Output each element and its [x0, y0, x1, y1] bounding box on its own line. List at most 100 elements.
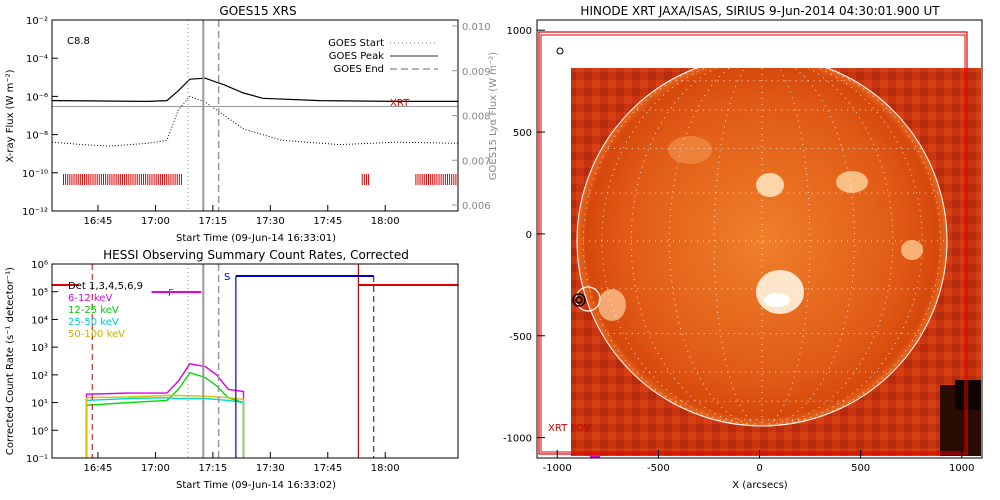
xrt-xlabel: X (arcsecs) — [732, 480, 788, 491]
hessi-xtick-label: 17:45 — [313, 463, 342, 474]
goes-long-channel-line — [51, 77, 458, 103]
legend-goes-peak: GOES Peak — [329, 51, 384, 62]
goes-panel: GOES15 XRS 10⁻¹² 10⁻¹⁰ 10⁻⁸ 10⁻⁶ 10⁻⁴ 10⁻² 0.0… — [5, 4, 499, 244]
hessi-xtick-label: 17:00 — [141, 463, 170, 474]
goes-ylabel: X-ray Flux (W m⁻²) — [5, 69, 16, 162]
sun-symbol-marker — [556, 47, 564, 55]
hessi-xtick-label: 16:45 — [84, 463, 113, 474]
legend-goes-end: GOES End — [334, 64, 384, 75]
goes-legend: GOES Start GOES Peak GOES End — [328, 38, 438, 75]
goes-ytick-label: 10⁻⁶ — [26, 92, 48, 103]
legend-25-50kev: 25-50 keV — [68, 317, 119, 328]
xrt-ytick-label: -500 — [509, 332, 532, 343]
xrt-fov-outline-outer — [538, 31, 968, 455]
goes-ytick-label: 10⁻² — [26, 16, 48, 27]
goes-ytick-label: 10⁻¹² — [22, 207, 48, 218]
xrt-curve-label: XRT — [390, 98, 410, 109]
hessi-curves — [85, 363, 245, 458]
flare-location-marker — [572, 286, 601, 312]
xrt-ticks: -1000 -500 0 500 1000 1000 500 0 -500 -1000 — [503, 26, 975, 474]
hessi-ytick-label: 10⁰ — [31, 426, 48, 437]
active-region-3-core — [764, 293, 790, 307]
goes-xtick-label: 17:15 — [198, 216, 227, 227]
xrt-ytick-label: 500 — [513, 128, 532, 139]
xrt-ytick-label: 1000 — [507, 26, 532, 37]
legend-50-100kev: 50-100 keV — [68, 329, 125, 340]
active-region-6 — [668, 136, 712, 164]
dark-corner-2 — [955, 380, 981, 410]
goes-ticks: 10⁻¹² 10⁻¹⁰ 10⁻⁸ 10⁻⁶ 10⁻⁴ 10⁻² 0.006 0.007 0.00… — [22, 16, 491, 227]
xrt-xtick-label: -1000 — [543, 463, 572, 474]
hessi-ytick-label: 10⁶ — [31, 260, 48, 271]
goes-xtick-label: 16:45 — [84, 216, 113, 227]
xrt-image-panel: HINODE XRT JAXA/ISAS, SIRIUS 9-Jun-2014 … — [503, 4, 983, 491]
goes-xtick-label: 17:30 — [256, 216, 285, 227]
active-region-1 — [756, 173, 784, 197]
longitude-gridline — [761, 68, 923, 426]
goes-ytick-label: 10⁻¹⁰ — [22, 169, 48, 180]
hessi-title: HESSI Observing Summary Count Rates, Cor… — [103, 248, 409, 262]
hessi-50-100kev-line — [85, 394, 245, 458]
goes-ytick-label: 10⁻⁸ — [26, 131, 48, 142]
goes-ytick-right-label: 0.010 — [462, 22, 491, 33]
goes-xtick-label: 18:00 — [371, 216, 400, 227]
flag-f-label: F — [168, 288, 174, 299]
goes-plot-frame — [51, 19, 459, 212]
legend-goes-start: GOES Start — [328, 38, 384, 49]
hessi-ytick-label: 10⁴ — [31, 315, 48, 326]
hessi-xtick-label: 18:00 — [371, 463, 400, 474]
hessi-xtick-label: 17:15 — [198, 463, 227, 474]
hessi-panel: HESSI Observing Summary Count Rates, Cor… — [5, 248, 459, 491]
flare-marker-inner — [572, 293, 586, 307]
solar-disk — [577, 68, 947, 426]
goes-ytick-right-label: 0.007 — [462, 156, 491, 167]
xrt-fov-label: XRT FOV — [548, 423, 591, 434]
hessi-ticks: 10⁻¹ 10⁰ 10¹ 10² 10³ 10⁴ 10⁵ 10⁶ 16:45 17:00 17:15… — [26, 260, 400, 474]
heliographic-grid — [577, 68, 947, 426]
active-region-2 — [836, 171, 868, 193]
goes-xtick-label: 17:45 — [313, 216, 342, 227]
goes-xtick-label: 17:00 — [141, 216, 170, 227]
legend-12-25kev: 12-25 keV — [68, 305, 119, 316]
xrt-ytick-label: 0 — [526, 230, 532, 241]
active-region-3 — [756, 270, 804, 314]
xrt-title: HINODE XRT JAXA/ISAS, SIRIUS 9-Jun-2014 … — [580, 4, 940, 18]
goes-ytick-right-label: 0.006 — [462, 201, 491, 212]
goes-ylabel-right: GOES15 Lyα Flux (W m⁻²) — [488, 52, 499, 180]
goes-ytick-label: 10⁻⁴ — [26, 54, 48, 65]
hessi-ytick-label: 10² — [31, 371, 48, 382]
xrt-xtick-label: 1000 — [949, 463, 974, 474]
hessi-ytick-label: 10⁻¹ — [26, 454, 48, 465]
active-region-4 — [901, 240, 923, 260]
goes-ytick-right-label: 0.009 — [462, 67, 491, 78]
xrt-xtick-label: 500 — [851, 463, 870, 474]
hessi-12-25kev-line — [85, 371, 245, 458]
goes-event-lines — [187, 20, 220, 211]
legend-6-12kev: 6-12 keV — [68, 293, 112, 304]
xrt-fov-outline-inner — [540, 34, 966, 453]
hessi-ytick-label: 10³ — [31, 343, 48, 354]
flare-marker-core — [575, 296, 583, 304]
hessi-xtick-label: 17:30 — [256, 463, 285, 474]
goes-title: GOES15 XRS — [219, 4, 296, 18]
hessi-event-lines — [52, 264, 458, 458]
hessi-legend: Det 1,3,4,5,6,9 6-12 keV 12-25 keV 25-50… — [68, 281, 143, 340]
goes-xlabel: Start Time (09-Jun-14 16:33:01) — [176, 233, 336, 244]
xrt-coverage-bars — [62, 174, 457, 185]
flag-s-label: S — [224, 272, 230, 283]
goes-ytick-right-label: 0.008 — [462, 112, 491, 123]
hessi-ylabel: Corrected Count Rate (s⁻¹ detector⁻¹) — [5, 267, 16, 455]
hessi-plot-frame — [51, 263, 459, 459]
legend-detectors: Det 1,3,4,5,6,9 — [68, 281, 143, 292]
xrt-xtick-label: -500 — [647, 463, 670, 474]
hessi-ytick-label: 10⁵ — [31, 288, 48, 299]
goes-curves — [51, 77, 459, 147]
xrt-image — [571, 68, 981, 456]
xrt-xtick-label: 0 — [756, 463, 762, 474]
hessi-xlabel: Start Time (09-Jun-14 16:33:02) — [176, 480, 336, 491]
hessi-6-12kev-line — [85, 363, 245, 458]
flare-class-label: C8.8 — [67, 36, 90, 47]
hessi-ytick-label: 10¹ — [31, 399, 48, 410]
xrt-ytick-label: -1000 — [503, 434, 532, 445]
